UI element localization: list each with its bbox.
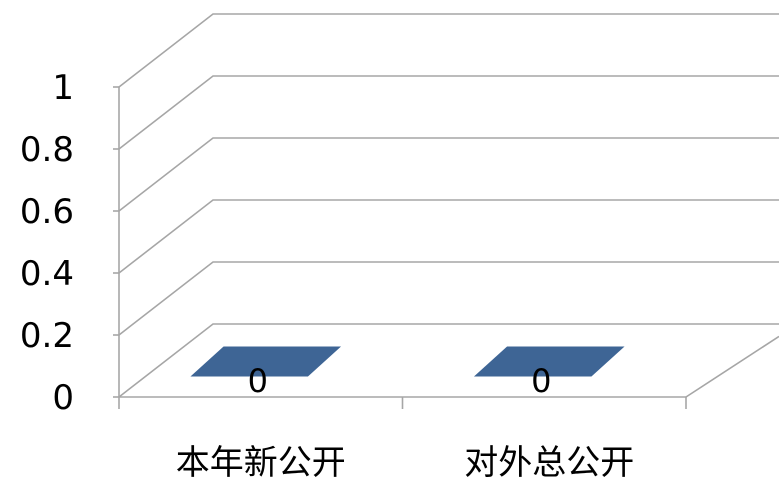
gridline <box>118 323 779 398</box>
gridlines <box>118 13 779 398</box>
gridline <box>118 75 779 150</box>
bar <box>190 346 342 377</box>
gridline <box>118 13 779 88</box>
axes <box>113 86 779 409</box>
gridline <box>118 261 779 336</box>
gridline <box>118 137 779 212</box>
category-label: 本年新公开 <box>176 443 346 483</box>
y-tick-label: 0 <box>52 378 74 418</box>
data-label: 0 <box>248 362 268 400</box>
gridline <box>118 199 779 274</box>
y-tick-label: 0.2 <box>20 316 74 356</box>
data-label: 0 <box>531 362 551 400</box>
floor-right-edge <box>685 335 779 398</box>
category-label: 对外总公开 <box>464 443 634 483</box>
y-tick-label: 1 <box>52 68 74 108</box>
y-tick-label: 0.6 <box>20 192 74 232</box>
category-labels: 本年新公开 对外总公开 <box>176 443 635 483</box>
y-axis-tick-labels: 0 0.2 0.4 0.6 0.8 1 <box>20 68 74 418</box>
y-tick-label: 0.8 <box>20 130 74 170</box>
bars <box>190 346 625 377</box>
bar <box>473 346 625 377</box>
y-tick-label: 0.4 <box>20 254 74 294</box>
